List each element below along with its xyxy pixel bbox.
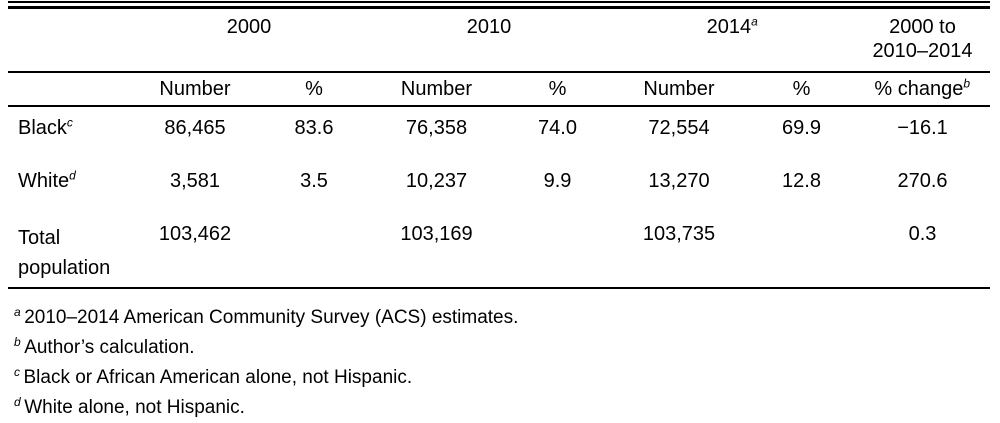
cell-white-percent-2010: 9.9 bbox=[543, 170, 572, 192]
footnote-a: a 2010–2014 American Community Survey (AC… bbox=[14, 303, 990, 333]
table-row-total-population: Total population 103,462 103,169 103,735… bbox=[8, 213, 990, 288]
footnote-d-marker: d bbox=[14, 394, 22, 409]
footnote-b-text: Author’s calculation. bbox=[24, 337, 195, 358]
cell-white-percent-2014: 12.8 bbox=[782, 170, 821, 192]
table-footnotes: a 2010–2014 American Community Survey (AC… bbox=[14, 303, 990, 423]
cell-white-number-2000: 3,581 bbox=[169, 170, 221, 192]
cell-black-percent-2014: 69.9 bbox=[782, 117, 821, 139]
footnote-b: b Author’s calculation. bbox=[14, 333, 990, 363]
cell-white-number-2010: 10,237 bbox=[405, 170, 468, 192]
footnote-a-text: 2010–2014 American Community Survey (ACS… bbox=[24, 307, 519, 328]
population-by-race-table: 2000 2010 2014a 2000 to 2010–2014 Number… bbox=[8, 9, 990, 289]
row-label-total-population: Total population bbox=[18, 227, 111, 279]
row-label-black: Blackc bbox=[8, 106, 130, 160]
table-row-black: Blackc 86,465 83.6 76,358 74.0 72,554 69… bbox=[8, 106, 990, 160]
cell-white-percent-change: 270.6 bbox=[897, 170, 948, 192]
footnote-c: c Black or African American alone, not Hi… bbox=[14, 363, 990, 393]
year-label: 2000 bbox=[226, 16, 272, 38]
cell-total-number-2014: 103,735 bbox=[642, 223, 716, 245]
footnote-c-text: Black or African American alone, not His… bbox=[23, 367, 413, 388]
empty-header-cell bbox=[8, 72, 130, 106]
cell-total-percent-2014 bbox=[748, 213, 855, 288]
col-header-number-2014: Number bbox=[643, 78, 715, 100]
cell-black-percent-change: −16.1 bbox=[897, 117, 948, 139]
cell-black-percent-2000: 83.6 bbox=[294, 117, 334, 139]
demographics-table: 2000 2010 2014a 2000 to 2010–2014 Number… bbox=[8, 1, 990, 289]
cell-total-percent-2010 bbox=[505, 213, 610, 288]
year-header-row: 2000 2010 2014a 2000 to 2010–2014 bbox=[8, 9, 990, 72]
cell-total-number-2000: 103,462 bbox=[158, 223, 232, 245]
cell-black-number-2000: 86,465 bbox=[164, 117, 226, 139]
footnote-b-marker: b bbox=[14, 334, 22, 349]
col-header-percent-2014: % bbox=[792, 78, 811, 100]
col-header-number-2010: Number bbox=[400, 78, 473, 100]
footnote-marker-b: b bbox=[963, 76, 971, 91]
cell-total-percent-2000 bbox=[260, 213, 368, 288]
percent-change-label: % change bbox=[874, 78, 964, 100]
change-period-line2: 2010–2014 bbox=[872, 40, 973, 62]
table-top-rule bbox=[8, 1, 990, 9]
change-period-line1: 2000 to bbox=[889, 16, 956, 38]
footnote-marker-a: a bbox=[751, 14, 759, 29]
footnote-d-text: White alone, not Hispanic. bbox=[24, 397, 245, 418]
column-header-row: Number % Number % Number % % changeb bbox=[8, 72, 990, 106]
footnote-marker-c: c bbox=[66, 115, 74, 130]
year-header-2010: 2010 bbox=[368, 9, 610, 72]
year-label: 2014 bbox=[706, 16, 752, 38]
year-header-2000: 2000 bbox=[130, 9, 368, 72]
cell-black-number-2014: 72,554 bbox=[648, 117, 710, 139]
col-header-percent-2010: % bbox=[548, 78, 567, 100]
row-label-white: Whited bbox=[8, 160, 130, 213]
cell-white-number-2014: 13,270 bbox=[648, 170, 710, 192]
cell-black-percent-2010: 74.0 bbox=[538, 117, 577, 139]
year-label: 2010 bbox=[466, 16, 512, 38]
row-label-text: Black bbox=[18, 117, 67, 139]
table-row-white: Whited 3,581 3.5 10,237 9.9 13,270 12.8 … bbox=[8, 160, 990, 213]
footnote-c-marker: c bbox=[14, 364, 21, 379]
footnote-a-marker: a bbox=[14, 304, 22, 319]
cell-black-number-2010: 76,358 bbox=[405, 117, 468, 139]
col-header-percent-change: % changeb bbox=[855, 72, 990, 106]
cell-total-percent-change: 0.3 bbox=[908, 223, 937, 245]
cell-total-number-2010: 103,169 bbox=[400, 223, 473, 245]
col-header-percent-2000: % bbox=[305, 78, 323, 100]
footnote-marker-d: d bbox=[69, 168, 77, 183]
change-period-header: 2000 to 2010–2014 bbox=[855, 9, 990, 72]
footnote-d: d White alone, not Hispanic. bbox=[14, 393, 990, 423]
col-header-number-2000: Number bbox=[159, 78, 231, 100]
cell-white-percent-2000: 3.5 bbox=[300, 170, 328, 192]
year-header-2014: 2014a bbox=[610, 9, 855, 72]
row-label-text: White bbox=[18, 170, 70, 192]
corner-cell bbox=[8, 9, 130, 72]
